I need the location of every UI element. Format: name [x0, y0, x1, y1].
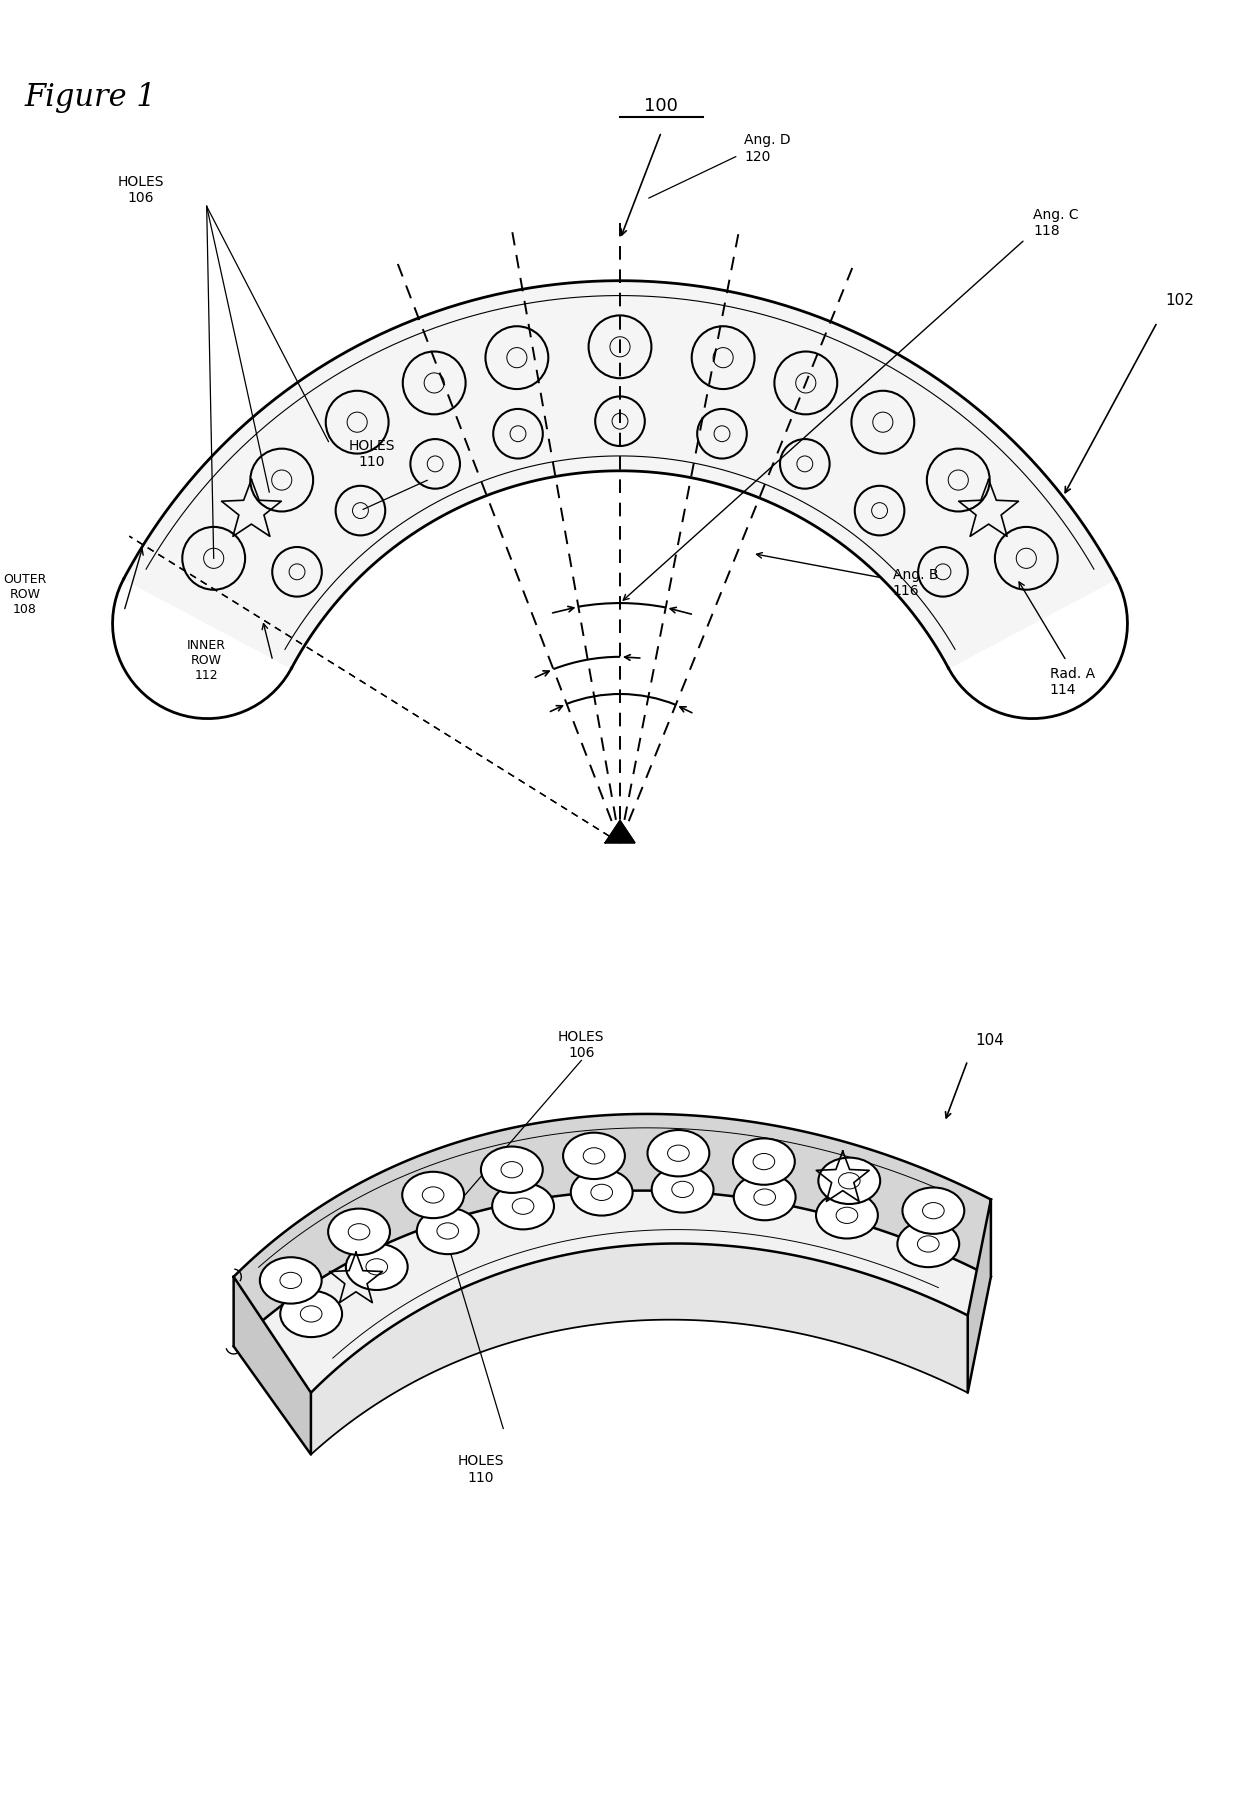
Polygon shape — [233, 1114, 991, 1393]
Ellipse shape — [652, 1166, 713, 1213]
Ellipse shape — [329, 1209, 389, 1254]
Ellipse shape — [346, 1244, 408, 1290]
Ellipse shape — [647, 1130, 709, 1177]
Text: 100: 100 — [645, 97, 678, 115]
Ellipse shape — [898, 1220, 960, 1267]
Ellipse shape — [816, 1191, 878, 1238]
Ellipse shape — [492, 1182, 554, 1229]
Text: HOLES
106: HOLES 106 — [118, 174, 164, 205]
Polygon shape — [233, 1114, 991, 1346]
Polygon shape — [124, 280, 1116, 668]
Text: Ang. C
118: Ang. C 118 — [1033, 208, 1079, 237]
Ellipse shape — [733, 1139, 795, 1184]
Ellipse shape — [818, 1157, 880, 1204]
Ellipse shape — [570, 1170, 632, 1215]
Ellipse shape — [402, 1172, 464, 1218]
Ellipse shape — [734, 1173, 796, 1220]
Ellipse shape — [481, 1146, 543, 1193]
Ellipse shape — [417, 1208, 479, 1254]
Text: 102: 102 — [1166, 293, 1194, 309]
Text: 104: 104 — [976, 1033, 1004, 1048]
Text: Figure 1: Figure 1 — [25, 83, 156, 113]
Polygon shape — [967, 1200, 991, 1393]
Text: HOLES
106: HOLES 106 — [558, 1030, 605, 1060]
Text: Ang. D
120: Ang. D 120 — [744, 133, 791, 164]
Text: HOLES
110: HOLES 110 — [348, 438, 396, 469]
Polygon shape — [605, 821, 635, 843]
Ellipse shape — [280, 1290, 342, 1337]
Ellipse shape — [903, 1188, 965, 1235]
Text: Rad. A
114: Rad. A 114 — [1050, 667, 1095, 697]
Text: INNER
ROW
112: INNER ROW 112 — [187, 640, 226, 683]
Polygon shape — [233, 1276, 311, 1454]
Ellipse shape — [260, 1258, 321, 1303]
Text: HOLES
110: HOLES 110 — [458, 1454, 505, 1484]
Polygon shape — [311, 1244, 967, 1454]
Ellipse shape — [563, 1132, 625, 1179]
Text: Ang. B
116: Ang. B 116 — [893, 568, 939, 598]
Text: OUTER
ROW
108: OUTER ROW 108 — [4, 573, 46, 616]
